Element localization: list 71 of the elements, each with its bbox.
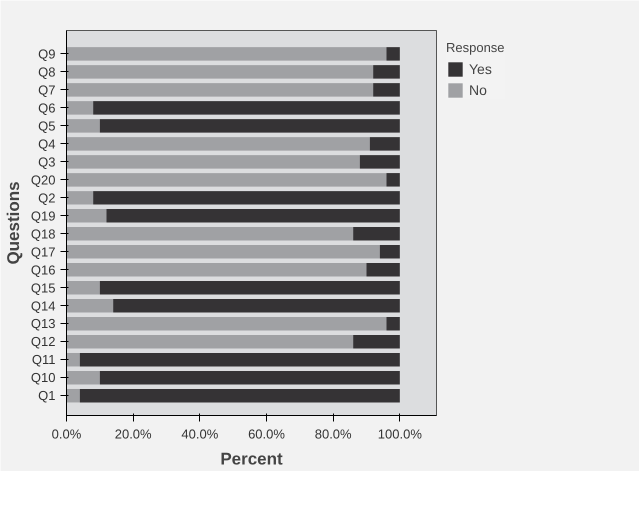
- y-tick-label: Q17: [30, 244, 56, 260]
- bar: [360, 155, 400, 169]
- x-tick-label: 0.0%: [52, 426, 82, 442]
- bar: [66, 317, 386, 330]
- y-tick-label: Q7: [38, 82, 56, 98]
- y-tick-label: Q12: [30, 334, 56, 350]
- y-tick-label: Q3: [38, 154, 56, 170]
- x-axis-title: Percent: [220, 450, 284, 468]
- y-tick-label: Q8: [38, 64, 56, 80]
- y-tick-label: Q13: [30, 316, 56, 332]
- y-tick-label: Q10: [30, 370, 56, 386]
- bar: [380, 245, 400, 259]
- bar: [80, 352, 400, 366]
- x-tick-label: 40.0%: [181, 426, 219, 442]
- bar: [386, 317, 400, 330]
- y-tick-label: Q5: [38, 118, 56, 134]
- bar: [386, 173, 400, 187]
- x-tick-label: 80.0%: [314, 426, 352, 442]
- bar: [100, 281, 400, 295]
- bar: [66, 83, 374, 97]
- y-tick-label: Q16: [30, 262, 56, 278]
- bar: [66, 281, 100, 295]
- bar: [66, 263, 366, 277]
- bar: [80, 388, 400, 402]
- bar: [66, 227, 354, 241]
- bar: [66, 209, 106, 223]
- y-tick-label: Q9: [38, 46, 56, 62]
- bar: [66, 101, 94, 115]
- y-tick-label: Q11: [32, 352, 56, 368]
- bar: [113, 299, 400, 313]
- legend-label: No: [469, 82, 488, 98]
- legend-label: Yes: [469, 61, 492, 77]
- bar: [366, 263, 400, 277]
- legend-title: Response: [446, 40, 505, 55]
- y-tick-label: Q2: [38, 190, 56, 206]
- x-tick-label: 100.0%: [378, 426, 422, 442]
- bar: [66, 370, 100, 384]
- bar: [66, 334, 354, 348]
- y-tick-label: Q19: [30, 208, 56, 224]
- y-tick-label: Q18: [30, 226, 56, 242]
- bar: [66, 245, 380, 259]
- bar: [66, 155, 360, 169]
- y-tick-label: Q1: [38, 388, 56, 404]
- bar: [386, 47, 400, 61]
- bar: [66, 65, 374, 79]
- bar: [93, 191, 400, 205]
- bar: [106, 209, 400, 223]
- y-tick-label: Q6: [38, 100, 56, 116]
- x-tick-label: 60.0%: [248, 426, 286, 442]
- bar: [373, 83, 400, 97]
- bar: [370, 137, 400, 151]
- bar: [100, 370, 400, 384]
- bar: [66, 173, 386, 187]
- y-tick-label: Q4: [38, 136, 56, 152]
- x-tick-label: 20.0%: [114, 426, 152, 442]
- bar: [353, 227, 400, 241]
- bar: [66, 119, 100, 133]
- y-axis-title: Questions: [4, 181, 23, 265]
- bar: [353, 334, 400, 348]
- bar: [93, 101, 400, 115]
- bar: [66, 388, 80, 402]
- y-tick-label: Q15: [30, 280, 56, 296]
- y-tick-label: Q20: [30, 172, 56, 188]
- bar: [66, 191, 94, 205]
- bar: [66, 137, 370, 151]
- y-tick-label: Q14: [30, 298, 56, 314]
- bar: [66, 352, 80, 366]
- bar: [100, 119, 400, 133]
- bar: [373, 65, 400, 79]
- bar: [66, 299, 114, 313]
- bar: [66, 47, 386, 61]
